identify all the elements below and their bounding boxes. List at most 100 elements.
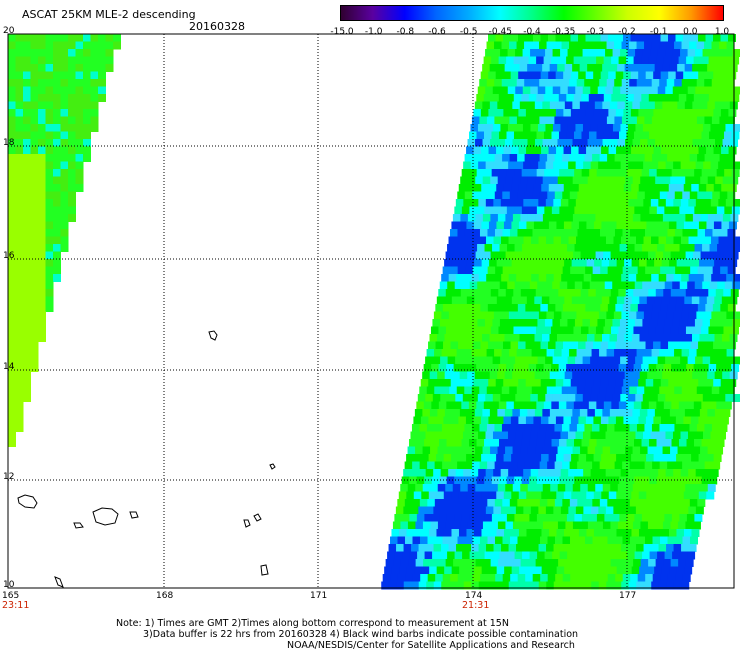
swath-cell bbox=[676, 566, 685, 575]
swath-cell bbox=[487, 154, 496, 162]
swath-cell bbox=[498, 289, 507, 297]
swath-cell bbox=[665, 394, 674, 402]
swath-cell bbox=[694, 169, 703, 177]
swath-cell bbox=[593, 379, 602, 387]
swath-cell bbox=[676, 454, 685, 462]
swath-cell bbox=[493, 161, 502, 170]
swath-cell bbox=[487, 229, 496, 237]
swath-cell bbox=[648, 251, 657, 260]
swath-cell bbox=[555, 379, 564, 387]
swath-cell bbox=[60, 184, 69, 192]
swath-cell bbox=[53, 266, 61, 275]
swath-cell bbox=[518, 454, 527, 462]
swath-cell bbox=[716, 94, 725, 102]
swath-cell bbox=[630, 34, 639, 42]
swath-cell bbox=[450, 416, 459, 425]
swath-cell bbox=[599, 191, 608, 200]
swath-cell bbox=[610, 139, 619, 147]
swath-cell bbox=[621, 424, 630, 432]
swath-cell bbox=[675, 71, 684, 80]
swath-cell bbox=[434, 424, 443, 432]
swath-cell bbox=[515, 394, 524, 402]
swath-cell bbox=[481, 454, 490, 462]
swath-cell bbox=[501, 311, 510, 320]
swath-cell bbox=[482, 334, 490, 342]
swath-cell bbox=[466, 146, 475, 155]
swath-cell bbox=[461, 364, 470, 372]
swath-cell bbox=[507, 551, 516, 560]
swath-cell bbox=[506, 169, 515, 177]
swath-cell bbox=[509, 499, 518, 507]
swath-cell bbox=[692, 101, 701, 110]
swath-cell bbox=[633, 559, 642, 567]
swath-cell bbox=[30, 334, 39, 342]
swath-cell bbox=[512, 409, 521, 417]
swath-cell bbox=[538, 236, 547, 245]
swath-cell bbox=[454, 551, 463, 560]
swath-cell bbox=[625, 251, 634, 260]
swath-cell bbox=[649, 514, 658, 522]
swath-cell bbox=[425, 394, 434, 402]
swath-cell bbox=[714, 101, 723, 110]
swath-cell bbox=[664, 281, 673, 290]
swath-cell bbox=[613, 469, 622, 477]
swath-cell bbox=[444, 371, 453, 380]
swath-cell bbox=[492, 394, 501, 402]
swath-cell bbox=[645, 536, 654, 545]
swath-cell bbox=[650, 431, 659, 440]
swath-cell bbox=[30, 259, 39, 267]
swath-cell bbox=[661, 491, 670, 500]
swath-cell bbox=[632, 139, 641, 147]
swath-cell bbox=[455, 469, 464, 477]
swath-cell bbox=[687, 49, 696, 57]
swath-cell bbox=[598, 199, 607, 207]
swath-cell bbox=[15, 289, 24, 297]
swath-cell bbox=[450, 379, 459, 387]
swath-cell bbox=[45, 176, 54, 185]
swath-cell bbox=[648, 559, 657, 567]
swath-cell bbox=[8, 229, 16, 237]
swath-cell bbox=[650, 199, 659, 207]
swath-cell bbox=[563, 529, 572, 537]
swath-cell bbox=[632, 101, 641, 110]
swath-cell bbox=[38, 334, 46, 342]
swath-cell bbox=[479, 116, 488, 125]
swath-cell bbox=[30, 274, 39, 282]
swath-cell bbox=[568, 581, 577, 590]
swath-cell bbox=[663, 401, 672, 410]
swath-cell bbox=[628, 506, 637, 515]
swath-cell bbox=[512, 139, 521, 147]
swath-cell bbox=[579, 371, 588, 380]
swath-cell bbox=[68, 191, 76, 200]
swath-cell bbox=[616, 146, 625, 155]
swath-cell bbox=[574, 206, 583, 215]
swath-cell bbox=[713, 34, 721, 42]
swath-cell bbox=[53, 221, 61, 230]
swath-cell bbox=[68, 101, 76, 110]
swath-cell bbox=[635, 161, 644, 170]
swath-cell bbox=[569, 79, 578, 87]
swath-cell bbox=[482, 409, 491, 417]
swath-cell bbox=[416, 514, 425, 522]
swath-cell bbox=[23, 394, 31, 402]
swath-cell bbox=[655, 521, 664, 530]
swath-cell bbox=[558, 401, 567, 410]
swath-cell bbox=[455, 199, 464, 207]
swath-cell bbox=[499, 319, 508, 327]
swath-cell bbox=[554, 386, 563, 395]
swath-cell bbox=[650, 506, 659, 515]
swath-cell bbox=[488, 416, 497, 425]
swath-cell bbox=[30, 109, 39, 117]
swath-cell bbox=[556, 221, 565, 230]
swath-cell bbox=[546, 386, 555, 395]
swath-cell bbox=[584, 499, 593, 507]
swath-cell bbox=[390, 536, 399, 545]
swath-cell bbox=[614, 191, 623, 200]
swath-cell bbox=[554, 154, 563, 162]
swath-cell bbox=[525, 34, 534, 42]
swath-cell bbox=[550, 446, 559, 455]
swath-cell bbox=[596, 94, 605, 102]
swath-cell bbox=[15, 229, 24, 237]
swath-cell bbox=[640, 484, 649, 492]
swath-cell bbox=[519, 101, 528, 110]
